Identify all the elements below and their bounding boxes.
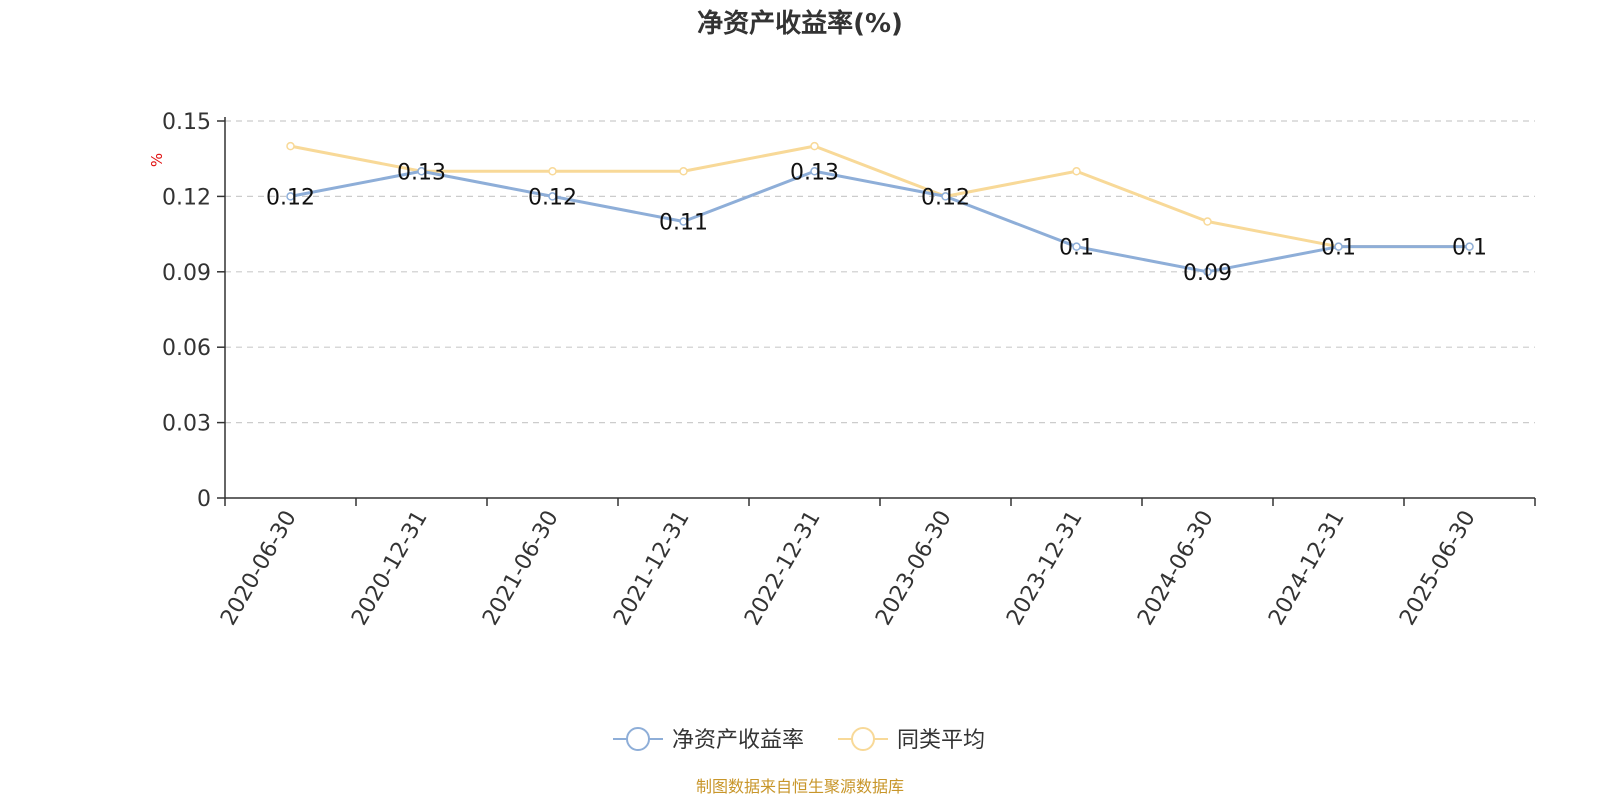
data-point bbox=[1072, 242, 1081, 251]
x-tick-labels: 2020-06-30 2020-12-31 2021-06-30 2021-12-31… bbox=[216, 507, 1481, 630]
y-tick-label: 0.12 bbox=[162, 185, 211, 210]
legend-item-peer-average[interactable]: 同类平均 bbox=[838, 727, 985, 753]
x-tick-label: 2021-12-31 bbox=[609, 507, 695, 630]
data-label: 0.11 bbox=[659, 211, 708, 236]
legend-marker bbox=[851, 727, 875, 751]
grid-lines bbox=[225, 120, 1535, 424]
source-note: 制图数据来自恒生聚源数据库 bbox=[696, 777, 904, 796]
series-lines bbox=[286, 141, 1474, 277]
chart-title: 净资产收益率(%) bbox=[697, 8, 903, 39]
data-point bbox=[1334, 242, 1343, 251]
data-point bbox=[1203, 267, 1212, 277]
data-label: 0.1 bbox=[1059, 236, 1094, 261]
legend-item-roe[interactable]: 净资产收益率 bbox=[613, 727, 804, 753]
data-label: 0.1 bbox=[1452, 236, 1487, 261]
data-point bbox=[548, 167, 557, 176]
data-labels: 0.12 0.13 0.12 0.11 0.13 0.12 0.1 0.09 0.1 0.1 bbox=[266, 160, 1487, 286]
data-label: 0.13 bbox=[397, 160, 446, 185]
data-point bbox=[810, 141, 819, 151]
axes bbox=[217, 117, 1536, 506]
legend-marker bbox=[626, 727, 650, 751]
y-tick-label: 0.15 bbox=[162, 110, 211, 135]
x-tick-label: 2024-12-31 bbox=[1264, 507, 1350, 630]
x-tick-label: 2020-12-31 bbox=[347, 507, 433, 630]
y-tick-labels: 0 0.03 0.06 0.09 0.12 0.15 bbox=[162, 110, 211, 512]
series-line bbox=[290, 144, 1470, 249]
x-tick-label: 2025-06-30 bbox=[1395, 507, 1481, 630]
data-label: 0.1 bbox=[1321, 236, 1356, 261]
data-point bbox=[286, 192, 295, 201]
data-point bbox=[548, 192, 557, 201]
y-tick-label: 0 bbox=[197, 487, 211, 512]
x-tick-label: 2021-06-30 bbox=[478, 507, 564, 630]
data-point bbox=[679, 217, 688, 226]
legend[interactable]: 净资产收益率 同类平均 bbox=[613, 727, 985, 753]
series-line bbox=[290, 169, 1470, 274]
data-point bbox=[1465, 242, 1474, 251]
data-label: 0.12 bbox=[528, 185, 577, 210]
x-tick-label: 2023-12-31 bbox=[1002, 507, 1088, 630]
data-label: 0.12 bbox=[921, 185, 970, 210]
legend-label: 同类平均 bbox=[897, 728, 985, 753]
x-tick-label: 2022-12-31 bbox=[740, 507, 826, 630]
data-label: 0.09 bbox=[1183, 261, 1232, 286]
data-point bbox=[417, 167, 426, 176]
data-point bbox=[941, 192, 950, 201]
y-tick-label: 0.09 bbox=[162, 261, 211, 286]
data-label: 0.13 bbox=[790, 160, 839, 185]
data-point bbox=[1203, 217, 1212, 226]
y-tick-label: 0.06 bbox=[162, 336, 211, 361]
data-point bbox=[286, 141, 295, 151]
legend-label: 净资产收益率 bbox=[672, 728, 804, 753]
x-tick-label: 2024-06-30 bbox=[1133, 507, 1219, 630]
data-point bbox=[679, 167, 688, 176]
data-point bbox=[1072, 167, 1081, 176]
x-tick-label: 2020-06-30 bbox=[216, 507, 302, 630]
y-axis-unit: % bbox=[148, 153, 166, 167]
y-tick-label: 0.03 bbox=[162, 412, 211, 437]
data-label: 0.12 bbox=[266, 185, 315, 210]
data-point bbox=[810, 167, 819, 176]
x-tick-label: 2023-06-30 bbox=[871, 507, 957, 630]
